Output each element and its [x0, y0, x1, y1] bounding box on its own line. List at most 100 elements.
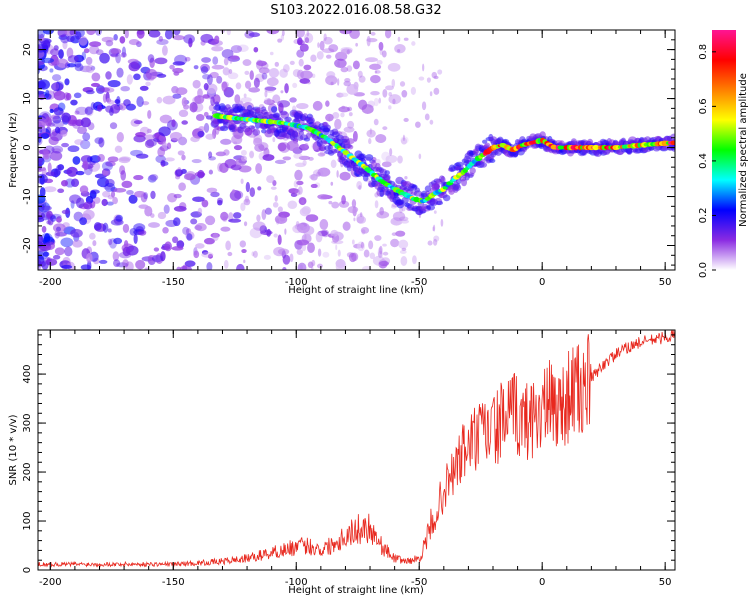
heatmap-noise-blob	[144, 267, 150, 270]
colorbar-ticks: 0.0 0.2 0.4 0.6 0.8	[698, 44, 716, 278]
heatmap-noise-blob	[249, 70, 254, 81]
heatmap-noise-blob	[121, 180, 133, 189]
heatmap-signal-halo	[436, 200, 444, 206]
heatmap-noise-blob	[54, 126, 61, 134]
heatmap-noise-blob	[49, 108, 54, 114]
heatmap-noise-blob	[231, 189, 235, 194]
heatmap-noise-blob	[325, 54, 332, 59]
heatmap-noise-blob	[45, 258, 58, 266]
heatmap-noise-blob	[184, 56, 191, 62]
heatmap-noise-blob	[264, 90, 268, 98]
heatmap-noise-blob	[156, 96, 163, 104]
heatmap-noise-blob	[135, 153, 149, 159]
spectrogram-ylabel: Frequency (Hz)	[8, 112, 19, 188]
heatmap-noise-blob	[296, 222, 310, 234]
heatmap-noise-blob	[403, 117, 409, 123]
heatmap-signal-halo	[442, 194, 451, 202]
heatmap-noise-blob	[79, 65, 93, 73]
heatmap-noise-blob	[193, 250, 200, 259]
heatmap-noise-blob	[82, 209, 95, 220]
heatmap-noise-blob	[252, 250, 258, 258]
heatmap-noise-blob	[255, 163, 263, 174]
heatmap-noise-blob	[75, 170, 85, 176]
heatmap-noise-blob	[154, 57, 168, 65]
heatmap-signal-halo	[384, 170, 390, 176]
heatmap-noise-blob	[172, 236, 179, 244]
heatmap-noise-blob	[79, 217, 88, 226]
x-tick-label: -50	[411, 577, 427, 588]
heatmap-noise-blob	[109, 107, 114, 116]
heatmap-noise-blob	[217, 197, 224, 204]
heatmap-noise-blob	[51, 115, 59, 122]
heatmap-noise-blob	[211, 46, 224, 52]
heatmap-noise-blob	[201, 250, 209, 255]
heatmap-noise-blob	[360, 227, 370, 234]
heatmap-noise-blob	[162, 226, 169, 234]
heatmap-noise-blob	[374, 70, 378, 74]
y-tick-label: 400	[22, 365, 33, 384]
heatmap-noise-blob	[394, 44, 406, 54]
heatmap-noise-blob	[171, 246, 184, 251]
colorbar-tick-label: 0.4	[698, 153, 709, 169]
heatmap-signal-halo	[295, 112, 302, 119]
heatmap-noise-blob	[116, 67, 124, 78]
heatmap-noise-blob	[332, 112, 340, 119]
heatmap-noise-blob	[243, 259, 246, 264]
heatmap-noise-blob	[107, 194, 114, 200]
x-tick-label: -200	[39, 577, 62, 588]
heatmap-noise-blob	[113, 259, 121, 268]
heatmap-noise-blob	[221, 81, 228, 92]
heatmap-noise-blob	[192, 196, 205, 202]
heatmap-noise-blob	[362, 265, 372, 270]
heatmap-noise-blob	[207, 74, 213, 85]
heatmap-noise-blob	[365, 57, 378, 63]
heatmap-signal-halo	[671, 144, 675, 152]
heatmap-noise-blob	[243, 93, 247, 98]
heatmap-noise-blob	[310, 54, 317, 63]
heatmap-noise-blob	[147, 109, 152, 119]
heatmap-signal-halo	[482, 139, 488, 144]
heatmap-noise-blob	[93, 196, 101, 204]
spectrogram-frame	[37, 29, 676, 271]
heatmap-noise-blob	[96, 104, 103, 112]
heatmap-noise-blob	[349, 30, 360, 39]
heatmap-noise-blob	[280, 34, 285, 41]
heatmap-noise-blob	[38, 63, 41, 70]
heatmap-noise-blob	[177, 150, 185, 156]
heatmap-noise-blob	[334, 58, 347, 68]
heatmap-noise-blob	[190, 211, 202, 218]
heatmap-noise-blob	[264, 86, 277, 91]
heatmap-noise-blob	[57, 164, 65, 171]
y-tick-label: 200	[22, 462, 33, 481]
heatmap-noise-blob	[361, 104, 374, 114]
x-tick-label: -100	[285, 577, 308, 588]
heatmap-noise-blob	[432, 238, 438, 246]
heatmap-noise-blob	[115, 52, 121, 64]
heatmap-noise-blob	[304, 142, 309, 149]
heatmap-noise-blob	[343, 80, 351, 87]
heatmap-noise-blob	[162, 95, 176, 105]
heatmap-noise-blob	[70, 228, 83, 238]
heatmap-noise-blob	[98, 259, 108, 264]
heatmap-noise-blob	[307, 242, 315, 254]
heatmap-noise-blob	[369, 63, 382, 70]
heatmap-noise-blob	[335, 261, 347, 270]
heatmap-noise-blob	[238, 164, 242, 169]
heatmap-noise-blob	[284, 228, 287, 235]
heatmap-noise-blob	[288, 188, 299, 194]
heatmap-noise-blob	[43, 186, 57, 193]
heatmap-noise-blob	[379, 245, 383, 255]
heatmap-noise-blob	[266, 30, 280, 35]
heatmap-noise-blob	[69, 194, 82, 204]
heatmap-noise-blob	[41, 205, 52, 211]
heatmap-noise-blob	[115, 214, 123, 222]
heatmap-signal-halo	[469, 167, 476, 175]
heatmap-noise-blob	[61, 209, 70, 215]
heatmap-noise-blob	[391, 78, 396, 88]
heatmap-noise-blob	[203, 111, 209, 117]
heatmap-noise-blob	[173, 193, 182, 199]
heatmap-noise-blob	[368, 138, 372, 145]
heatmap-noise-blob	[84, 106, 93, 115]
heatmap-noise-blob	[264, 85, 276, 93]
heatmap-noise-blob	[352, 60, 360, 70]
